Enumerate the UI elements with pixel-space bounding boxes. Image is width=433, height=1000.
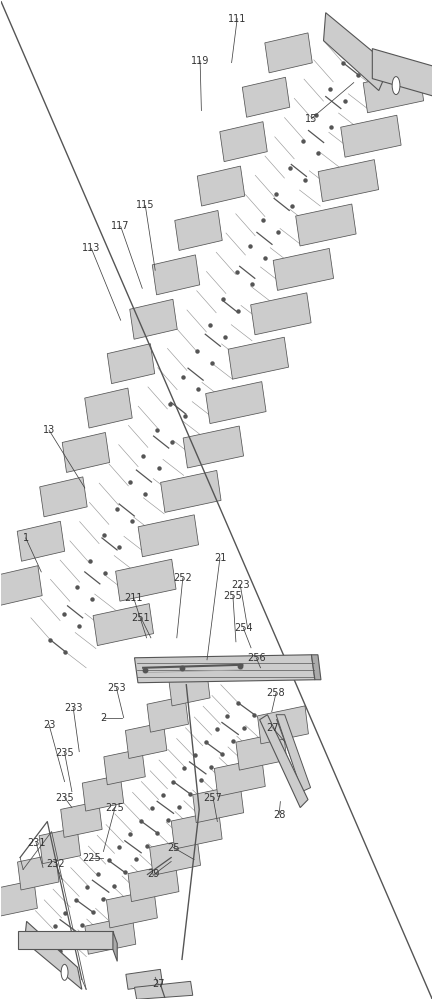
Polygon shape (273, 248, 333, 290)
Polygon shape (228, 337, 288, 379)
Text: 21: 21 (214, 553, 226, 563)
Polygon shape (296, 204, 356, 246)
Polygon shape (193, 785, 244, 823)
Polygon shape (149, 837, 200, 875)
Polygon shape (116, 559, 176, 601)
Text: 233: 233 (64, 703, 82, 713)
Polygon shape (265, 33, 312, 73)
Text: 211: 211 (124, 593, 143, 603)
Text: 111: 111 (228, 14, 246, 24)
Polygon shape (168, 670, 210, 706)
Polygon shape (104, 749, 145, 785)
Text: 252: 252 (174, 573, 192, 583)
Polygon shape (251, 293, 311, 335)
Text: 1: 1 (23, 533, 29, 543)
Text: 232: 232 (47, 859, 65, 869)
Text: 2: 2 (100, 713, 107, 723)
Text: 225: 225 (82, 853, 101, 863)
Polygon shape (175, 210, 222, 250)
Text: 115: 115 (136, 200, 155, 210)
Text: 258: 258 (267, 688, 285, 698)
Text: 254: 254 (234, 623, 252, 633)
Polygon shape (0, 566, 42, 606)
Text: 235: 235 (55, 793, 74, 803)
Text: 25: 25 (167, 843, 180, 853)
Polygon shape (372, 49, 433, 97)
Text: 119: 119 (191, 56, 209, 66)
Polygon shape (220, 122, 267, 162)
Polygon shape (183, 426, 243, 468)
Text: 117: 117 (111, 221, 130, 231)
Text: 223: 223 (231, 580, 249, 590)
Polygon shape (276, 715, 310, 792)
Text: 253: 253 (107, 683, 126, 693)
Polygon shape (323, 13, 390, 91)
Polygon shape (85, 916, 136, 954)
Polygon shape (341, 115, 401, 157)
Polygon shape (113, 931, 117, 961)
Circle shape (61, 964, 68, 980)
Polygon shape (318, 160, 378, 202)
Polygon shape (17, 854, 59, 890)
Text: 15: 15 (305, 114, 318, 124)
Text: 256: 256 (247, 653, 265, 663)
Polygon shape (258, 706, 308, 744)
Polygon shape (161, 470, 221, 512)
Polygon shape (130, 299, 177, 339)
Text: 29: 29 (148, 869, 160, 879)
Polygon shape (197, 166, 245, 206)
Text: 23: 23 (43, 720, 55, 730)
Polygon shape (171, 811, 222, 849)
Polygon shape (126, 723, 167, 758)
Polygon shape (147, 696, 188, 732)
Text: 225: 225 (106, 803, 124, 813)
Polygon shape (260, 715, 308, 808)
Text: 113: 113 (82, 243, 100, 253)
Polygon shape (126, 969, 162, 989)
Polygon shape (61, 801, 102, 837)
Text: 27: 27 (152, 979, 165, 989)
Polygon shape (128, 864, 179, 902)
Polygon shape (82, 775, 124, 811)
Circle shape (392, 77, 400, 95)
Polygon shape (107, 890, 157, 928)
Text: 257: 257 (204, 793, 223, 803)
Polygon shape (242, 77, 290, 117)
Polygon shape (152, 255, 200, 295)
Polygon shape (311, 655, 321, 680)
Polygon shape (40, 477, 87, 517)
Text: 28: 28 (273, 810, 285, 820)
Polygon shape (17, 521, 65, 561)
Polygon shape (135, 981, 193, 999)
Polygon shape (363, 71, 423, 113)
Polygon shape (206, 382, 266, 424)
Polygon shape (0, 880, 37, 916)
Text: 255: 255 (223, 591, 242, 601)
Polygon shape (236, 732, 287, 770)
Polygon shape (18, 931, 113, 949)
Polygon shape (62, 432, 110, 472)
Polygon shape (135, 655, 315, 683)
Polygon shape (138, 515, 199, 557)
Text: 13: 13 (43, 425, 55, 435)
Polygon shape (24, 921, 82, 989)
Text: 235: 235 (55, 748, 74, 758)
Text: 27: 27 (266, 723, 279, 733)
Text: 231: 231 (27, 838, 45, 848)
Polygon shape (214, 758, 265, 796)
Polygon shape (93, 604, 154, 646)
Polygon shape (39, 828, 81, 864)
Polygon shape (85, 388, 132, 428)
Text: 251: 251 (132, 613, 150, 623)
Polygon shape (107, 344, 155, 384)
